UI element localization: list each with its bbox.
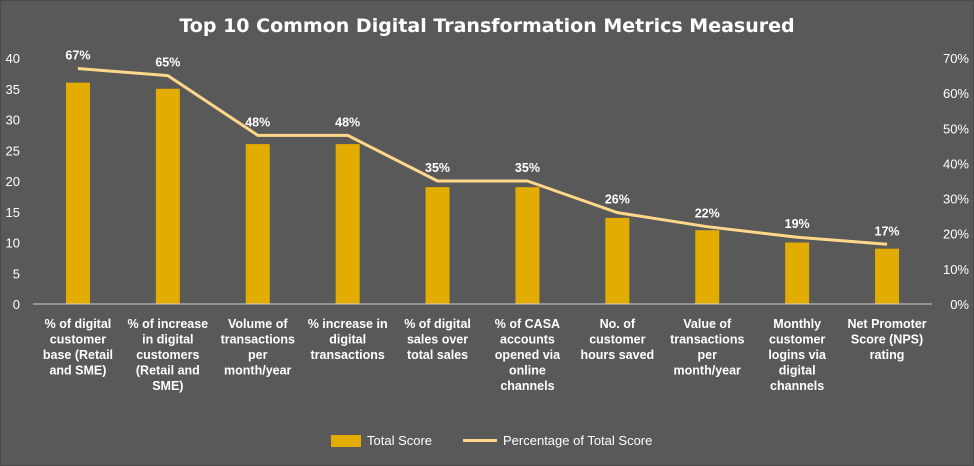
bar bbox=[515, 187, 540, 304]
category-label-line: customers bbox=[136, 348, 199, 362]
category-label-line: month/year bbox=[674, 364, 742, 378]
legend-item-bar: Total Score bbox=[331, 433, 432, 448]
bar bbox=[785, 242, 810, 304]
bar bbox=[605, 217, 630, 304]
category-label-line: Value of bbox=[683, 317, 732, 331]
left-axis-tick-label: 15 bbox=[6, 205, 20, 220]
right-axis-tick-label: 0% bbox=[950, 297, 969, 312]
legend-label-bar: Total Score bbox=[367, 433, 433, 448]
left-axis-tick-label: 40 bbox=[6, 51, 20, 66]
right-axis-tick-label: 40% bbox=[943, 156, 969, 171]
category-label: % of digital customer base (Retail and SME) bbox=[43, 317, 113, 378]
bar bbox=[425, 187, 450, 304]
category-label-line: hours saved bbox=[581, 348, 655, 362]
legend-label-line: Percentage of Total Score bbox=[503, 433, 653, 448]
category-label-line: sales over bbox=[407, 333, 468, 347]
category-label-line: per bbox=[698, 348, 718, 362]
category-label-line: month/year bbox=[224, 364, 292, 378]
category-label: Monthly customer logins via digital channels bbox=[768, 317, 827, 393]
category-label-line: in digital bbox=[142, 333, 193, 347]
left-axis-tick-label: 35 bbox=[6, 82, 20, 97]
category-label-line: transactions bbox=[670, 333, 744, 347]
legend-item-line: Percentage of Total Score bbox=[463, 433, 652, 448]
left-axis-tick-label: 10 bbox=[6, 236, 20, 251]
category-label-line: transactions bbox=[310, 348, 384, 362]
category-label: % increase in digital transactions bbox=[308, 317, 388, 362]
right-axis-tick-label: 50% bbox=[943, 121, 969, 136]
category-label-line: total sales bbox=[407, 348, 468, 362]
chart-canvas: 0 5 10 15 20 25 30 35 40 0% 10% 20% 30% 40% 50% 60% 70% 6… bbox=[6, 49, 970, 393]
category-label-line: No. of bbox=[600, 317, 636, 331]
percentage-line bbox=[77, 67, 888, 246]
right-axis-tick-label: 70% bbox=[943, 51, 969, 66]
category-label: Value of transactions per month/year bbox=[670, 317, 744, 378]
left-axis-tick-label: 30 bbox=[6, 113, 20, 128]
category-label-line: opened via bbox=[495, 348, 561, 362]
data-label: 48% bbox=[335, 115, 360, 129]
category-label-line: logins via bbox=[768, 348, 827, 362]
category-label-line: customer bbox=[50, 333, 106, 347]
category-label-line: Net Promoter bbox=[847, 317, 926, 331]
data-label: 17% bbox=[875, 224, 900, 238]
left-axis-tick-label: 5 bbox=[13, 266, 20, 281]
right-axis-tick-label: 20% bbox=[943, 227, 969, 242]
category-label-line: (Retail and bbox=[136, 364, 200, 378]
chart-title: Top 10 Common Digital Transformation Met… bbox=[179, 15, 795, 37]
bar bbox=[155, 88, 180, 304]
category-label: Net Promoter Score (NPS) rating bbox=[847, 317, 926, 362]
category-label-line: per bbox=[248, 348, 268, 362]
category-label-line: digital bbox=[329, 333, 366, 347]
category-label-line: % increase in bbox=[308, 317, 388, 331]
category-label-line: customer bbox=[589, 333, 645, 347]
category-label-line: channels bbox=[770, 379, 824, 393]
left-axis-tick-label: 0 bbox=[13, 297, 20, 312]
category-label-line: channels bbox=[500, 379, 554, 393]
right-axis-tick-label: 30% bbox=[943, 192, 969, 207]
data-label: 35% bbox=[515, 161, 540, 175]
category-label: Volume of transactions per month/year bbox=[221, 317, 295, 378]
bar bbox=[875, 248, 900, 304]
left-axis-tick-label: 20 bbox=[6, 174, 20, 189]
category-label: No. of customer hours saved bbox=[581, 317, 655, 362]
data-label: 67% bbox=[65, 49, 90, 63]
category-label-line: % of CASA bbox=[495, 317, 560, 331]
category-label: % of CASA accounts opened via online channel… bbox=[495, 317, 561, 393]
category-label-line: base (Retail bbox=[43, 348, 113, 362]
category-label-line: % of increase bbox=[128, 317, 209, 331]
category-label-line: and SME) bbox=[49, 364, 106, 378]
data-label: 65% bbox=[155, 56, 180, 70]
category-label-line: online bbox=[509, 364, 546, 378]
bar bbox=[695, 230, 720, 304]
category-label: % of digital sales over total sales bbox=[404, 317, 471, 362]
category-label-line: Volume of bbox=[228, 317, 288, 331]
category-label-line: SME) bbox=[152, 379, 183, 393]
category-label-line: % of digital bbox=[404, 317, 471, 331]
right-axis-tick-label: 60% bbox=[943, 86, 969, 101]
bar bbox=[245, 144, 270, 304]
category-label-line: % of digital bbox=[45, 317, 112, 331]
category-label: % of increase in digital customers (Retail … bbox=[128, 317, 209, 393]
bar bbox=[335, 144, 360, 304]
legend-swatch-line bbox=[463, 439, 497, 442]
data-label: 48% bbox=[245, 115, 270, 129]
category-label-line: transactions bbox=[221, 333, 295, 347]
left-axis-tick-label: 25 bbox=[6, 143, 20, 158]
right-axis-tick-label: 10% bbox=[943, 262, 969, 277]
data-label: 22% bbox=[695, 207, 720, 221]
category-label-line: Monthly bbox=[773, 317, 821, 331]
data-label: 19% bbox=[785, 217, 810, 231]
legend-swatch-bar bbox=[331, 434, 361, 447]
category-label-line: customer bbox=[769, 333, 825, 347]
category-label-line: rating bbox=[870, 348, 905, 362]
data-label: 26% bbox=[605, 193, 630, 207]
category-label-line: digital bbox=[779, 364, 816, 378]
bar bbox=[65, 82, 90, 304]
chart-legend: Total Score Percentage of Total Score bbox=[1, 433, 973, 453]
data-label: 35% bbox=[425, 161, 450, 175]
category-label-line: accounts bbox=[500, 333, 555, 347]
category-label-line: Score (NPS) bbox=[851, 333, 923, 347]
